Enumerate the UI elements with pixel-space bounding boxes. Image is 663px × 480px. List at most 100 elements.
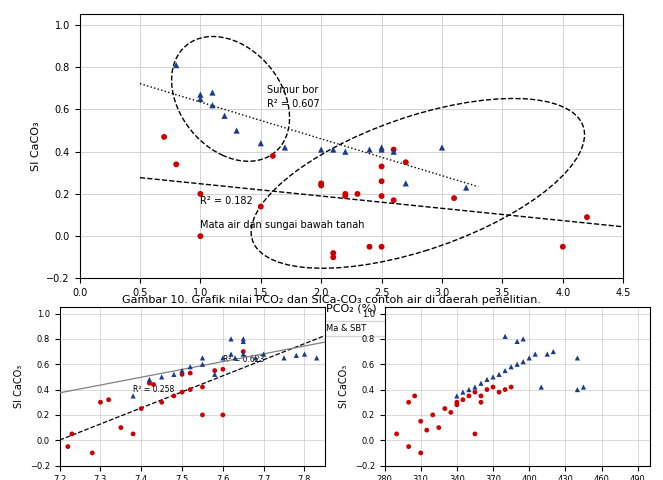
Point [377, 163, 387, 170]
Point [475, 392, 486, 400]
Point [377, 144, 387, 151]
Point [195, 91, 206, 98]
Text: Sumur bor: Sumur bor [267, 84, 318, 95]
Point [238, 348, 249, 355]
Point [389, 146, 399, 154]
Point [542, 350, 552, 358]
Point [197, 354, 208, 362]
Text: R² = 0.607: R² = 0.607 [267, 99, 320, 109]
Point [340, 190, 351, 198]
Point [171, 160, 182, 168]
Point [572, 354, 583, 362]
Point [177, 388, 188, 396]
Point [469, 383, 480, 391]
Point [259, 350, 269, 358]
Point [494, 371, 505, 378]
Point [452, 398, 462, 406]
Point [340, 148, 351, 156]
Point [185, 363, 196, 371]
Point [278, 354, 289, 362]
Point [463, 386, 474, 394]
Point [103, 396, 114, 404]
Point [364, 146, 375, 154]
Point [66, 430, 77, 438]
Point [250, 354, 261, 362]
Text: Mata air dan sungai bawah tanah: Mata air dan sungai bawah tanah [200, 220, 365, 230]
Point [291, 351, 302, 359]
Point [168, 392, 179, 400]
Text: R² = 0.182: R² = 0.182 [200, 196, 253, 206]
Point [377, 146, 387, 154]
Point [482, 375, 493, 383]
Y-axis label: SI CaCO₃: SI CaCO₃ [339, 365, 349, 408]
Point [149, 381, 159, 388]
Point [268, 152, 278, 160]
Point [488, 383, 499, 391]
Point [536, 383, 546, 391]
Point [217, 365, 228, 373]
Point [506, 363, 516, 371]
Point [128, 430, 139, 438]
Point [238, 337, 249, 345]
Point [524, 354, 534, 362]
Point [463, 392, 474, 400]
Point [115, 424, 126, 432]
Point [185, 369, 196, 377]
Point [217, 354, 228, 362]
Point [377, 178, 387, 185]
Point [156, 373, 167, 381]
Point [197, 411, 208, 419]
Point [452, 401, 462, 408]
Point [171, 61, 182, 69]
Point [461, 184, 471, 192]
Point [409, 392, 420, 400]
Point [428, 411, 438, 419]
Point [210, 367, 220, 374]
Point [518, 358, 528, 366]
Y-axis label: SI CaCO₃: SI CaCO₃ [15, 365, 25, 408]
Point [500, 367, 511, 374]
Point [177, 371, 188, 378]
Point [364, 243, 375, 251]
Point [255, 139, 266, 147]
Point [299, 350, 310, 358]
Point [197, 383, 208, 391]
Point [316, 146, 326, 154]
Point [210, 371, 220, 378]
Point [231, 127, 242, 134]
Point [440, 405, 450, 412]
Point [185, 386, 196, 394]
Point [62, 443, 73, 450]
Point [328, 249, 339, 257]
Point [506, 383, 516, 391]
Point [437, 144, 448, 151]
Point [177, 367, 188, 374]
Point [377, 192, 387, 200]
Point [482, 386, 493, 394]
Point [500, 333, 511, 340]
Point [403, 398, 414, 406]
Point [238, 335, 249, 343]
Point [400, 158, 411, 166]
Point [488, 373, 499, 381]
Point [422, 426, 432, 434]
Point [280, 144, 290, 151]
Point [255, 203, 266, 210]
Point [207, 101, 217, 109]
Point [136, 405, 147, 412]
Point [316, 180, 326, 187]
Point [500, 386, 511, 394]
Point [225, 335, 236, 343]
Point [403, 443, 414, 450]
Text: R² = 0.258: R² = 0.258 [133, 385, 174, 394]
X-axis label: PCO₂ (%): PCO₂ (%) [326, 304, 377, 313]
Text: R² = 0.623: R² = 0.623 [223, 355, 265, 364]
Point [159, 133, 170, 141]
Point [475, 379, 486, 387]
Legend: Ma & SBT, SB, Linear (Ma & SBT), Linear (SB): Ma & SBT, SB, Linear (Ma & SBT), Linear … [300, 321, 623, 336]
Point [578, 383, 589, 391]
Point [95, 398, 106, 406]
Point [207, 89, 217, 96]
Point [312, 354, 322, 362]
Point [219, 112, 230, 120]
